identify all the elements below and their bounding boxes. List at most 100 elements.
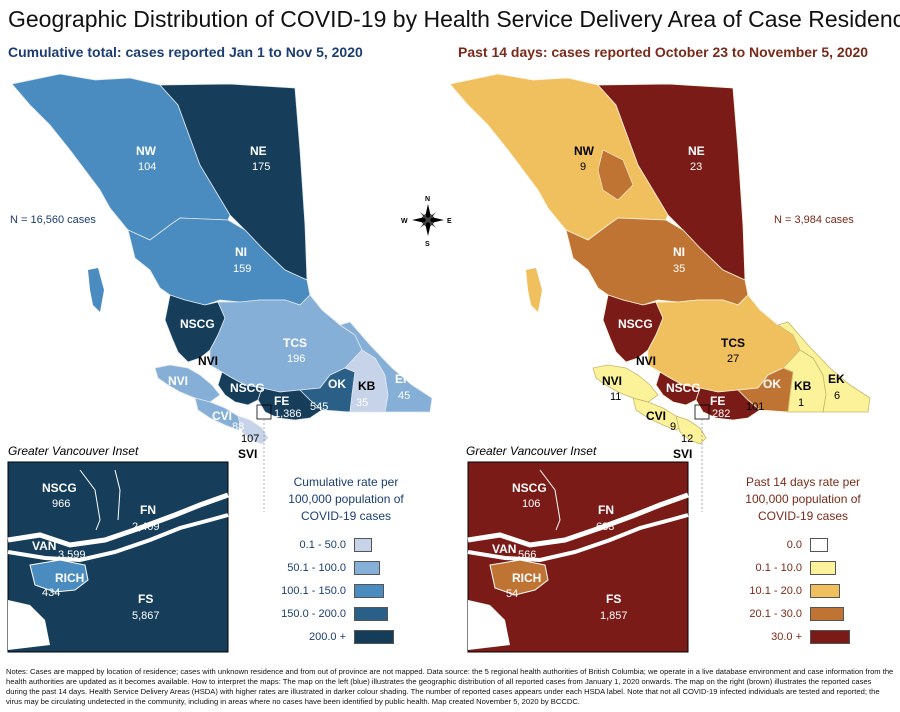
right-value-ek: 6 [834, 390, 840, 402]
right-legend-label: 20.1 - 30.0 [749, 608, 802, 620]
left-legend-label: 150.0 - 200.0 [281, 608, 346, 620]
right-legend-row-0: 0.0 [724, 538, 828, 552]
left-case-count: N = 16,560 cases [10, 214, 96, 226]
right-inset-value-nscg: 106 [522, 498, 540, 510]
left-legend-row-2: 100.1 - 150.0 [268, 584, 384, 598]
left-region-ek[interactable] [339, 321, 433, 413]
left-legend-title: Cumulative rate per 100,000 population o… [288, 475, 404, 523]
left-label-nscg: NSCG [180, 317, 215, 331]
right-value-nvi: 11 [610, 391, 621, 403]
right-label-ek: EK [828, 372, 845, 386]
right-province-map: NW 9 NE 23 NI 35 NSCG TCS 27 NVI NVI 11 … [449, 73, 871, 512]
right-label-cvi: CVI [646, 409, 666, 423]
right-value-ni: 35 [673, 263, 685, 275]
left-value-svi: 107 [241, 433, 259, 445]
right-label-nvi: NVI [602, 374, 622, 388]
left-label-ne: NE [250, 144, 267, 158]
compass-s: S [425, 241, 430, 248]
right-value-svi: 12 [681, 433, 693, 445]
right-value-nw: 9 [580, 161, 586, 173]
right-region-svi[interactable] [675, 415, 707, 445]
right-island-haida-gwaii [526, 268, 542, 312]
right-label-ni: NI [673, 245, 685, 259]
right-label-nscg-south: NSCG [666, 381, 701, 395]
left-legend-label: 200.0 + [308, 631, 346, 643]
compass-rose: N S E W [401, 196, 452, 248]
right-case-count: N = 3,984 cases [774, 214, 854, 226]
right-map-subtitle: Past 14 days: cases reported October 23 … [458, 44, 869, 60]
right-label-ne: NE [688, 144, 705, 158]
left-label-svi: SVI [238, 447, 257, 461]
right-inset-value-rich: 54 [506, 588, 518, 600]
right-inset-richmond[interactable] [489, 559, 549, 596]
compass-n: N [425, 196, 430, 203]
left-legend-swatch [354, 607, 388, 621]
left-legend-row-3: 150.0 - 200.0 [268, 607, 388, 621]
right-legend-swatch [810, 630, 850, 644]
left-value-ni: 159 [233, 263, 251, 275]
right-legend-label: 0.0 [786, 539, 802, 551]
right-legend-swatch [810, 538, 828, 552]
right-inset-label-nscg: NSCG [512, 481, 547, 495]
left-label-cvi: CVI [212, 409, 232, 423]
right-label-nscg: NSCG [618, 317, 653, 331]
right-inset-label-fs: FS [606, 592, 621, 606]
left-legend-swatch [354, 561, 380, 575]
right-legend-title: Past 14 days rate per 100,000 population… [745, 475, 861, 523]
right-legend-row-4: 30.0 + [724, 630, 850, 644]
left-legend-row-4: 200.0 + [268, 630, 394, 644]
page-title: Geographic Distribution of COVID-19 by H… [8, 6, 900, 32]
right-value-fe: 282 [712, 408, 730, 420]
right-region-ek[interactable] [777, 321, 871, 413]
right-region-nvi[interactable] [592, 364, 659, 403]
left-inset-value-van: 3,599 [58, 549, 86, 561]
left-legend-row-1: 50.1 - 100.0 [268, 561, 380, 575]
right-legend-swatch [810, 561, 836, 575]
left-value-fe: 1,386 [274, 408, 302, 420]
right-vancouver-inset: NSCG 106 FN 683 VAN 566 RICH 54 FS 1,857 [467, 461, 689, 653]
right-inset-title: Greater Vancouver Inset [466, 444, 597, 458]
left-value-tcs: 196 [287, 353, 305, 365]
left-inset-richmond[interactable] [29, 559, 89, 593]
left-legend-swatch [354, 538, 372, 552]
left-inset-value-fn: 2,409 [132, 521, 160, 533]
right-legend-label: 0.1 - 10.0 [755, 562, 802, 574]
left-region-svi[interactable] [237, 415, 269, 445]
right-value-kb: 1 [798, 397, 804, 409]
left-label-nw: NW [136, 144, 157, 158]
left-legend-swatch [354, 630, 394, 644]
left-region-nvi[interactable] [154, 364, 221, 403]
right-legend-swatch [810, 584, 840, 598]
left-region-nscg-south[interactable] [217, 371, 263, 406]
left-inset-label-rich: RICH [55, 571, 84, 585]
right-label-svi: SVI [673, 447, 692, 461]
left-value-kb: 35 [356, 397, 368, 409]
left-province-map: NW 104 NE 175 NI 159 NSCG TCS 196 NVI NV… [11, 73, 433, 512]
right-region-nscg-south[interactable] [655, 371, 701, 406]
left-legend-swatch [354, 584, 384, 598]
left-legend-label: 50.1 - 100.0 [287, 562, 346, 574]
right-label-tcs: TCS [721, 336, 745, 350]
footnotes: Notes: Cases are mapped by location of r… [6, 667, 894, 706]
left-legend-row-0: 0.1 - 50.0 [268, 538, 372, 552]
right-label-fe: FE [710, 394, 725, 408]
right-legend-label: 30.0 + [771, 631, 802, 643]
compass-w: W [401, 218, 408, 225]
right-value-tcs: 27 [727, 353, 739, 365]
left-label-ok: OK [328, 377, 346, 391]
right-value-cvi: 9 [670, 421, 676, 433]
left-label-nvi-top: NVI [198, 354, 218, 368]
left-inset-value-fs: 5,867 [132, 610, 160, 622]
left-label-kb: KB [358, 379, 376, 393]
left-label-tcs: TCS [283, 336, 307, 350]
left-map-subtitle: Cumulative total: cases reported Jan 1 t… [8, 44, 363, 60]
left-value-nvi: 86 [172, 391, 184, 403]
right-inset-label-fn: FN [598, 503, 614, 517]
right-label-kb: KB [794, 379, 812, 393]
right-inset-value-fs: 1,857 [600, 610, 628, 622]
right-inset-label-rich: RICH [512, 571, 541, 585]
right-legend-row-3: 20.1 - 30.0 [724, 607, 844, 621]
left-inset-label-nscg: NSCG [42, 481, 77, 495]
left-value-ok: 545 [310, 401, 328, 413]
left-label-ek: EK [395, 372, 412, 386]
